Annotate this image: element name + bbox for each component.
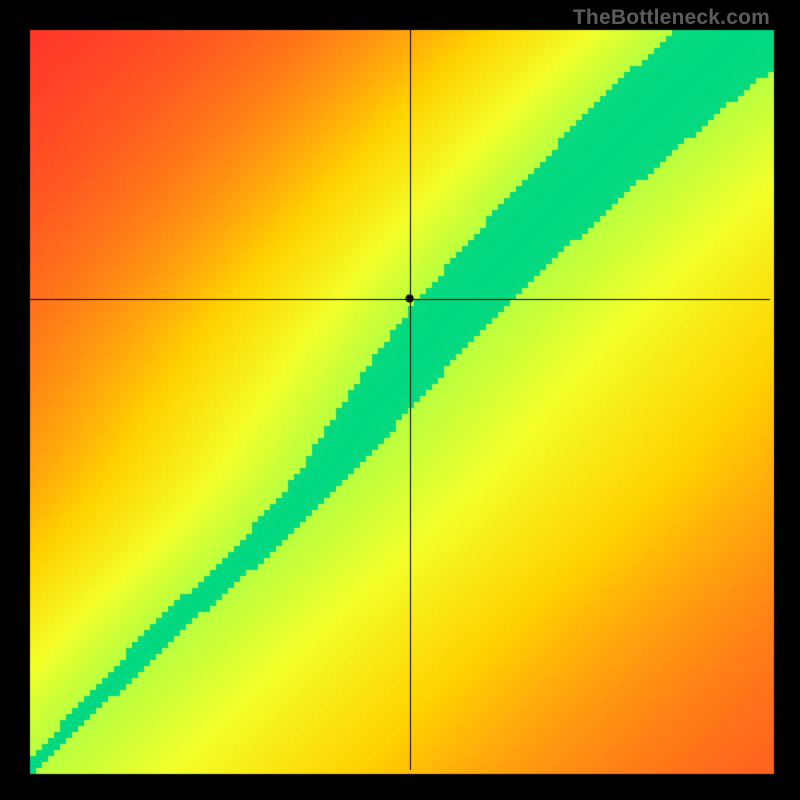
watermark-text: TheBottleneck.com [573,6,770,30]
chart-container: TheBottleneck.com [0,0,800,800]
heatmap-canvas [0,0,800,800]
